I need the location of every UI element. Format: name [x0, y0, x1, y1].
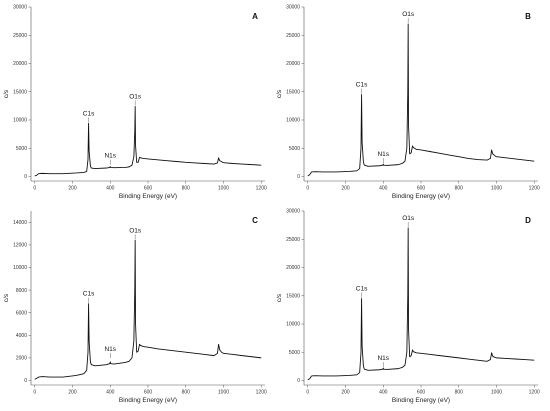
y-tick-label: 20000	[286, 265, 300, 271]
spectrum-series-1	[34, 239, 262, 380]
x-tick-label: 600	[417, 390, 426, 396]
x-tick-label: 1000	[218, 186, 229, 192]
peak-label-o1s: O1s	[402, 215, 415, 222]
peak-label-c1s: C1s	[356, 82, 368, 89]
y-tick-label: 30000	[286, 209, 300, 215]
x-tick-label: 0	[306, 186, 309, 192]
x-tick-label: 600	[144, 390, 153, 396]
x-tick-label: 1000	[491, 390, 502, 396]
y-axis-title: c/s	[3, 89, 10, 98]
spectrum-series-1	[34, 105, 262, 177]
peak-label-n1s: N1s	[104, 153, 116, 160]
y-tick-label: 20000	[13, 61, 27, 67]
x-tick-label: 400	[106, 390, 115, 396]
spectrum-series-1	[307, 23, 535, 177]
y-tick-label: 0	[297, 174, 300, 180]
y-tick-label: 15000	[286, 293, 300, 299]
y-tick-label: 10000	[13, 265, 27, 271]
y-tick-label: 10000	[286, 118, 300, 124]
x-tick-label: 400	[379, 186, 388, 192]
x-axis-title: Binding Energy (eV)	[392, 193, 450, 200]
peak-label-n1s: N1s	[377, 355, 389, 362]
chart-panel-d: 0 200 400 600 800 1000 1200 0 5000 10000 15000 2000…	[276, 209, 540, 404]
y-tick-label: 15000	[13, 89, 27, 95]
y-tick-label: 8000	[16, 288, 27, 294]
x-tick-label: 600	[417, 186, 426, 192]
x-tick-label: 1000	[218, 390, 229, 396]
y-tick-label: 14000	[13, 220, 27, 226]
peak-label-c1s: C1s	[83, 110, 95, 117]
chart-panel-b: 0 200 400 600 800 1000 1200 0 5000 10000 15000 2000…	[276, 5, 540, 200]
x-axis-title: Binding Energy (eV)	[392, 397, 450, 404]
peak-label-n1s: N1s	[377, 151, 389, 158]
x-axis-title: Binding Energy (eV)	[119, 193, 177, 200]
x-tick-label: 800	[182, 186, 191, 192]
x-tick-label: 800	[182, 390, 191, 396]
x-tick-label: 0	[306, 390, 309, 396]
y-tick-label: 4000	[16, 333, 27, 339]
y-tick-label: 30000	[286, 5, 300, 11]
peak-label-c1s: C1s	[83, 291, 95, 298]
y-tick-label: 5000	[289, 146, 300, 152]
x-tick-label: 200	[341, 390, 350, 396]
y-tick-label: 5000	[289, 350, 300, 356]
y-axis-title: c/s	[276, 293, 283, 302]
y-tick-label: 0	[24, 378, 27, 384]
x-tick-label: 1000	[491, 186, 502, 192]
y-tick-label: 12000	[13, 243, 27, 249]
y-axis-title: c/s	[276, 89, 283, 98]
peak-label-o1s: O1s	[402, 11, 415, 18]
x-tick-label: 600	[144, 186, 153, 192]
chart-panel-c: 0 200 400 600 800 1000 12000200040006000800010…	[3, 211, 267, 404]
y-tick-label: 25000	[286, 33, 300, 39]
x-axis-title: Binding Energy (eV)	[119, 397, 177, 404]
y-tick-label: 30000	[13, 5, 27, 11]
y-tick-label: 10000	[13, 118, 27, 124]
y-tick-label: 10000	[286, 322, 300, 328]
y-tick-label: 2000	[16, 356, 27, 362]
y-tick-label: 0	[24, 174, 27, 180]
panel-label: A	[252, 12, 258, 21]
x-tick-label: 1200	[256, 390, 267, 396]
y-tick-label: 25000	[286, 237, 300, 243]
peak-label-n1s: N1s	[104, 346, 116, 353]
x-tick-label: 800	[455, 390, 464, 396]
panel-label: C	[252, 216, 258, 225]
peak-label-o1s: O1s	[129, 227, 142, 234]
x-tick-label: 1200	[529, 186, 540, 192]
x-tick-label: 1200	[529, 390, 540, 396]
x-tick-label: 1200	[256, 186, 267, 192]
y-axis-title: c/s	[3, 293, 10, 302]
x-tick-label: 200	[68, 390, 77, 396]
y-tick-label: 5000	[16, 146, 27, 152]
y-tick-label: 0	[297, 378, 300, 384]
x-tick-label: 200	[341, 186, 350, 192]
panel-label: D	[525, 216, 531, 225]
peak-label-c1s: C1s	[356, 286, 368, 293]
peak-label-o1s: O1s	[129, 93, 142, 100]
y-tick-label: 25000	[13, 33, 27, 39]
y-tick-label: 15000	[286, 89, 300, 95]
panel-label: B	[525, 12, 531, 21]
x-tick-label: 800	[455, 186, 464, 192]
y-tick-label: 20000	[286, 61, 300, 67]
chart-panel-a: 0 200 400 600 800 1000 1200 0 5000 10000 15000 2000…	[3, 5, 267, 200]
x-tick-label: 400	[106, 186, 115, 192]
y-tick-label: 6000	[16, 310, 27, 316]
x-tick-label: 0	[33, 186, 36, 192]
x-tick-label: 200	[68, 186, 77, 192]
spectrum-series-1	[307, 227, 535, 381]
x-tick-label: 0	[33, 390, 36, 396]
x-tick-label: 400	[379, 390, 388, 396]
